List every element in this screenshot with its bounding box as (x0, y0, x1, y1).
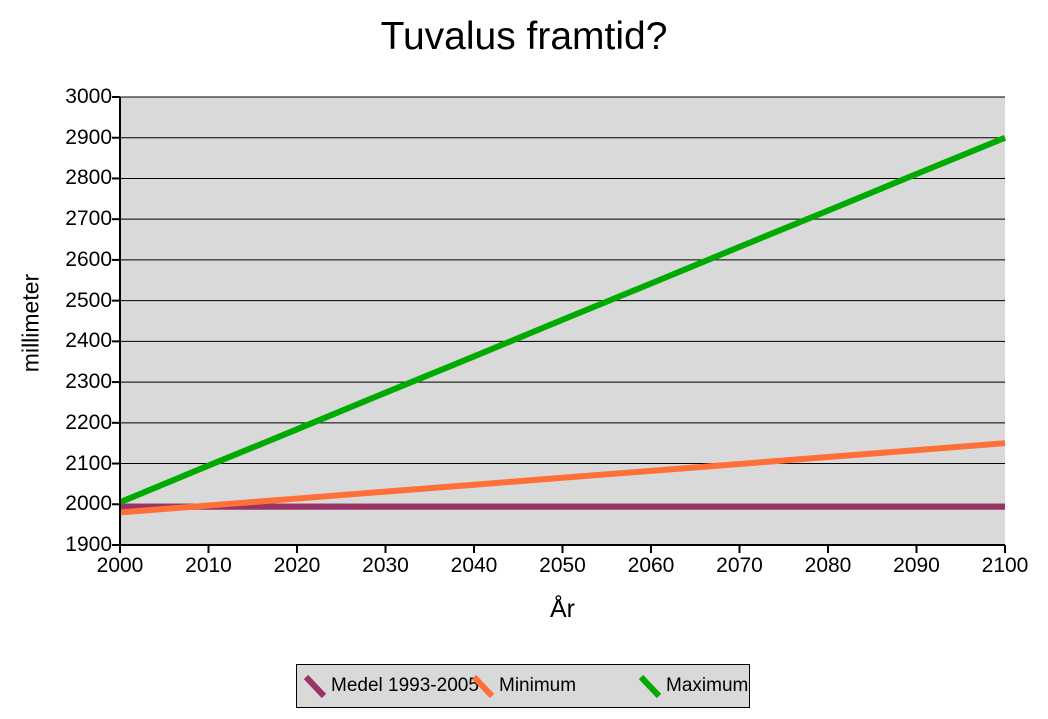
x-axis-tick-label: 2030 (362, 554, 409, 577)
y-axis-tick-label: 2100 (65, 451, 112, 475)
legend-label-minimum: Minimum (499, 675, 577, 696)
x-axis-title: År (550, 595, 575, 623)
y-axis-tick-label: 2500 (65, 288, 112, 312)
legend-label-maximum: Maximum (666, 675, 749, 696)
x-axis-tick-label: 2090 (893, 554, 940, 577)
x-axis-tick-label: 2000 (96, 554, 144, 577)
y-axis-tick-label: 3000 (65, 85, 112, 108)
x-axis-tick-label: 2060 (627, 554, 675, 577)
y-axis-tick-label: 2800 (65, 166, 112, 190)
x-axis-tick-label: 2070 (716, 554, 763, 577)
y-axis-tick-label: 1900 (65, 533, 112, 556)
y-axis-tick-label: 2000 (65, 492, 112, 516)
x-axis-tick-label: 2080 (804, 554, 852, 577)
x-axis-tick-label: 2040 (450, 554, 498, 577)
x-axis-tick-label: 2010 (185, 554, 232, 577)
legend-item-minimum: Minimum (471, 665, 576, 707)
series-line-maximum (118, 134, 1007, 506)
plot-canvas (112, 96, 1007, 553)
legend-swatch-minimum-icon (471, 674, 495, 699)
y-axis-tick-label: 2300 (65, 370, 112, 394)
legend-swatch-medel-icon (303, 674, 327, 699)
legend-swatch-maximum-icon (638, 674, 662, 699)
legend-label-medel: Medel 1993-2005 (331, 675, 479, 696)
x-axis-tick-label: 2100 (981, 554, 1029, 577)
plot-area (112, 96, 1007, 553)
x-axis-tick-label: 2020 (273, 554, 321, 577)
legend-item-medel: Medel 1993-2005 (303, 665, 479, 707)
chart-title: Tuvalus framtid? (380, 15, 668, 58)
series-line-minimum (119, 440, 1006, 516)
legend: Medel 1993-2005 Minimum Maximum (296, 664, 750, 708)
y-axis-tick-label: 2200 (65, 410, 112, 434)
y-axis-tick-label: 2600 (65, 247, 112, 271)
y-axis-tick-label: 2700 (65, 207, 112, 231)
y-axis-tick-label: 2400 (65, 329, 112, 353)
y-axis-tick-label: 2900 (65, 125, 112, 149)
legend-item-maximum: Maximum (638, 665, 748, 707)
x-axis-tick-label: 2050 (539, 554, 586, 577)
